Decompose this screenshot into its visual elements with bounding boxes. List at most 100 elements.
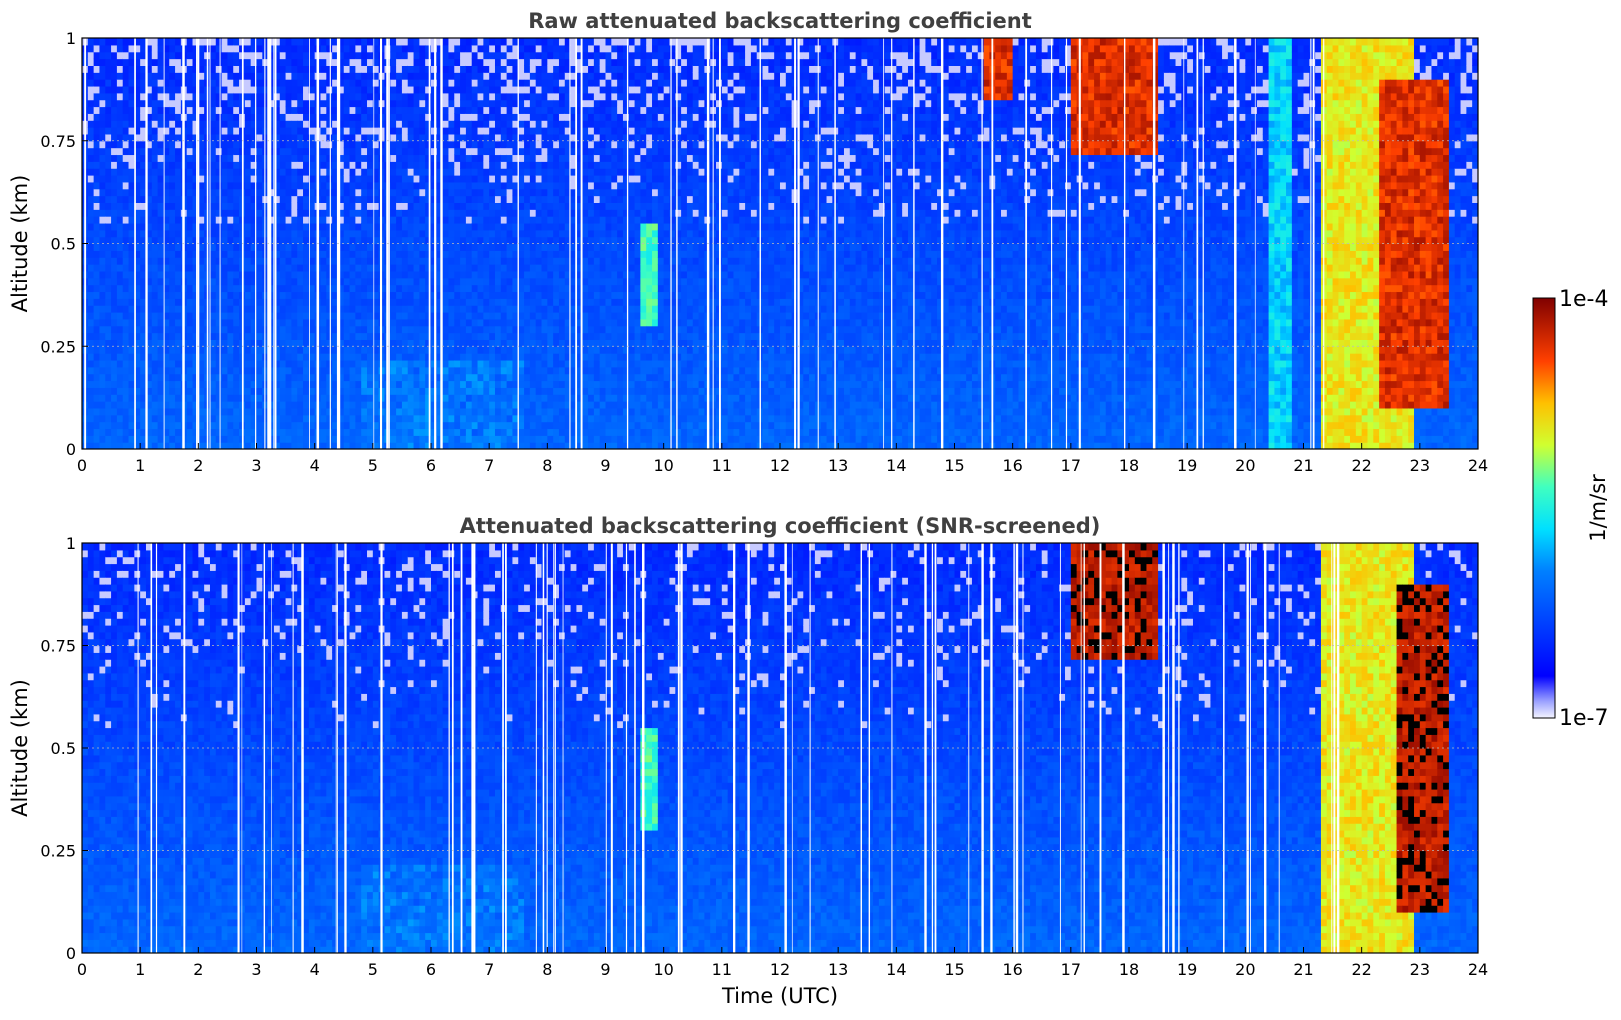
- heatmap-cell: [535, 127, 543, 135]
- heatmap-cell: [419, 407, 426, 416]
- heatmap-cell: [157, 421, 165, 430]
- heatmap-cell: [471, 264, 479, 272]
- heatmap-cell: [128, 442, 135, 449]
- heatmap-cell: [460, 435, 467, 443]
- heatmap-cell: [518, 72, 525, 80]
- heatmap-cell: [291, 181, 298, 190]
- heatmap-cell: [547, 277, 554, 286]
- heatmap-cell: [465, 387, 473, 395]
- heatmap-cell: [175, 442, 182, 449]
- heatmap-cell: [192, 38, 199, 46]
- heatmap-cell: [122, 133, 130, 142]
- heatmap-cell: [157, 113, 165, 121]
- heatmap-cell: [465, 305, 473, 313]
- heatmap-cell: [500, 92, 508, 101]
- heatmap-cell: [233, 312, 240, 320]
- heatmap-cell: [221, 366, 229, 375]
- heatmap-cell: [250, 346, 258, 354]
- heatmap-cell: [128, 366, 135, 375]
- heatmap-cell: [361, 305, 368, 313]
- heatmap-cell: [396, 257, 403, 265]
- heatmap-cell: [116, 366, 124, 375]
- heatmap-cell: [477, 202, 484, 210]
- heatmap-cell: [547, 373, 554, 382]
- heatmap-cell: [221, 284, 229, 293]
- heatmap-cell: [390, 181, 397, 190]
- heatmap-cell: [337, 270, 345, 279]
- heatmap-cell: [442, 257, 450, 265]
- heatmap-cell: [460, 318, 467, 327]
- heatmap-cell: [541, 188, 548, 197]
- heatmap-cell: [111, 65, 118, 73]
- heatmap-cell: [93, 332, 101, 340]
- heatmap-cell: [454, 339, 461, 347]
- heatmap-cell: [233, 380, 240, 388]
- heatmap-cell: [134, 209, 141, 217]
- heatmap-cell: [262, 325, 269, 334]
- heatmap-cell: [454, 195, 461, 203]
- heatmap-cell: [285, 318, 292, 327]
- heatmap-cell: [506, 407, 514, 416]
- heatmap-cell: [145, 44, 153, 53]
- heatmap-cell: [157, 127, 165, 135]
- heatmap-cell: [291, 325, 298, 334]
- heatmap-cell: [273, 92, 281, 101]
- heatmap-cell: [221, 38, 229, 46]
- heatmap-cell: [157, 353, 165, 361]
- heatmap-cell: [425, 366, 432, 375]
- heatmap-cell: [535, 401, 543, 409]
- heatmap-cell: [262, 421, 269, 430]
- heatmap-cell: [169, 270, 176, 279]
- heatmap-cell: [209, 154, 217, 162]
- heatmap-cell: [268, 380, 275, 388]
- heatmap-cell: [256, 250, 263, 258]
- heatmap-cell: [320, 92, 327, 101]
- heatmap-cell: [372, 414, 380, 423]
- heatmap-cell: [337, 346, 345, 354]
- heatmap-cell: [349, 72, 356, 80]
- heatmap-cell: [221, 353, 229, 361]
- heatmap-cell: [291, 202, 298, 210]
- heatmap-cell: [343, 346, 351, 354]
- heatmap-cell: [93, 428, 101, 436]
- heatmap-cell: [209, 44, 217, 53]
- heatmap-cell: [419, 120, 426, 128]
- heatmap-cell: [390, 38, 397, 46]
- heatmap-cell: [460, 291, 467, 299]
- heatmap-cell: [87, 312, 95, 320]
- heatmap-cell: [401, 58, 409, 66]
- heatmap-cell: [529, 65, 537, 73]
- heatmap-cell: [227, 175, 234, 183]
- heatmap-cell: [471, 325, 479, 334]
- heatmap-cell: [413, 99, 420, 108]
- heatmap-cell: [494, 216, 502, 224]
- heatmap-cell: [169, 442, 176, 449]
- heatmap-cell: [361, 38, 368, 46]
- heatmap-cell: [524, 202, 531, 210]
- heatmap-cell: [163, 428, 170, 436]
- heatmap-cell: [128, 373, 135, 382]
- heatmap-cell: [227, 421, 234, 430]
- heatmap-cell: [111, 79, 118, 87]
- heatmap-cell: [401, 291, 409, 299]
- heatmap-cell: [419, 277, 426, 286]
- heatmap-cell: [291, 79, 298, 87]
- heatmap-cell: [273, 325, 281, 334]
- heatmap-cell: [198, 195, 205, 203]
- heatmap-cell: [134, 401, 141, 409]
- heatmap-cell: [140, 318, 147, 327]
- heatmap-cell: [105, 414, 112, 423]
- heatmap-cell: [460, 264, 467, 272]
- heatmap-cell: [273, 127, 281, 135]
- heatmap-cell: [198, 175, 205, 183]
- heatmap-cell: [303, 147, 310, 156]
- heatmap-cell: [524, 106, 531, 114]
- heatmap-cell: [87, 264, 95, 272]
- heatmap-cell: [320, 216, 327, 224]
- heatmap-cell: [221, 79, 229, 87]
- heatmap-cell: [221, 305, 229, 313]
- heatmap-cell: [297, 140, 304, 149]
- heatmap-cell: [361, 373, 368, 382]
- heatmap-cell: [529, 366, 537, 375]
- heatmap-cell: [355, 79, 362, 87]
